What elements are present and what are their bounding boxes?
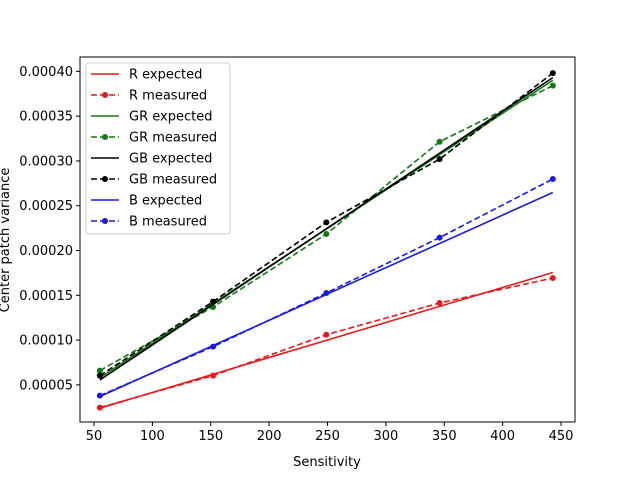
- series-line: [99, 76, 554, 381]
- legend-label: GB expected: [129, 152, 212, 167]
- data-point: [549, 275, 556, 282]
- x-tick-label: 150: [198, 429, 223, 444]
- legend-label: B measured: [129, 215, 207, 230]
- data-point: [323, 331, 330, 338]
- series-gb-expected: [99, 76, 554, 381]
- y-tick-label: 0.00030: [19, 154, 73, 169]
- x-tick-label: 100: [140, 429, 165, 444]
- legend-item: R expected: [91, 68, 202, 83]
- y-axis: 0.00005 0.00010 0.00015 0.00020 0.00025 0.000…: [19, 65, 80, 393]
- series-gb-measured: [96, 70, 556, 379]
- legend-label: R expected: [129, 68, 202, 83]
- legend-marker: [102, 218, 108, 224]
- series-line: [99, 271, 554, 409]
- series-r-expected: [99, 271, 554, 409]
- x-tick-label: 350: [432, 429, 457, 444]
- x-tick-label: 200: [257, 429, 282, 444]
- legend-item: GR expected: [91, 110, 212, 125]
- y-tick-label: 0.00025: [19, 199, 73, 214]
- data-point: [549, 70, 556, 77]
- legend-item: GR measured: [91, 131, 217, 146]
- legend-label: GB measured: [129, 173, 217, 188]
- y-tick-label: 0.00020: [19, 244, 73, 259]
- x-tick-label: 450: [549, 429, 574, 444]
- x-tick-label: 50: [86, 429, 103, 444]
- data-point: [96, 367, 103, 374]
- data-point: [323, 289, 330, 296]
- data-point: [323, 231, 330, 238]
- y-axis-label: Center patch variance: [0, 168, 13, 313]
- legend-label: GR expected: [129, 110, 212, 125]
- legend-marker: [102, 176, 108, 182]
- legend-item: GB measured: [91, 173, 217, 188]
- x-tick-label: 300: [373, 429, 398, 444]
- data-point: [549, 82, 556, 89]
- legend-item: R measured: [91, 89, 207, 104]
- data-point: [96, 372, 103, 379]
- data-point: [210, 298, 217, 305]
- y-tick-label: 0.00015: [19, 289, 73, 304]
- legend-label: GR measured: [129, 131, 217, 146]
- legend-marker: [102, 134, 108, 140]
- series-layer: [96, 70, 556, 411]
- x-axis: 50 100 150 200 250 300 350 400 450: [86, 422, 574, 444]
- data-point: [210, 372, 217, 379]
- data-point: [96, 392, 103, 399]
- x-axis-label: Sensitivity: [293, 455, 361, 470]
- data-point: [436, 234, 443, 241]
- data-point: [323, 219, 330, 226]
- y-tick-label: 0.00010: [19, 334, 73, 349]
- legend-label: R measured: [129, 89, 207, 104]
- legend-item: B measured: [91, 215, 207, 230]
- legend-item: GB expected: [91, 152, 212, 167]
- legend-item: B expected: [91, 194, 202, 209]
- y-tick-label: 0.00040: [19, 65, 73, 80]
- data-point: [210, 343, 217, 350]
- data-point: [436, 156, 443, 163]
- x-tick-label: 250: [315, 429, 340, 444]
- legend-box: [85, 62, 231, 235]
- data-point: [549, 176, 556, 183]
- legend-marker: [102, 92, 108, 98]
- data-point: [96, 404, 103, 411]
- x-tick-label: 400: [490, 429, 515, 444]
- y-tick-label: 0.00005: [19, 378, 73, 393]
- legend: R expected R measured GR expected GR measur…: [85, 62, 231, 235]
- data-point: [436, 138, 443, 145]
- series-b-measured: [96, 176, 556, 399]
- series-r-measured: [96, 275, 556, 411]
- legend-label: B expected: [129, 194, 202, 209]
- data-point: [436, 300, 443, 307]
- y-tick-label: 0.00035: [19, 110, 73, 125]
